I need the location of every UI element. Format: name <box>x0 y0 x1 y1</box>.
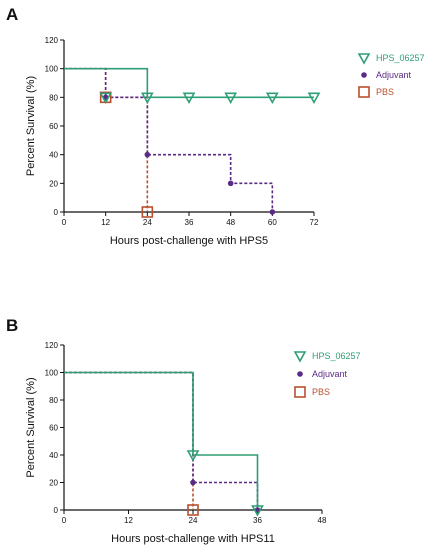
y-tick-label: 60 <box>49 122 58 131</box>
x-axis-title: Hours post-challenge with HPS5 <box>110 235 268 247</box>
y-tick-label: 0 <box>54 208 59 217</box>
legend-marker <box>358 86 370 98</box>
series-line-adjuvant <box>64 371 259 510</box>
y-tick-label: 40 <box>49 451 58 460</box>
panel-label-a: A <box>6 5 19 24</box>
x-tick-label: 60 <box>268 218 277 227</box>
series-line-pbs <box>64 67 149 212</box>
y-tick-label: 120 <box>45 341 59 350</box>
x-tick-label: 0 <box>62 218 67 227</box>
y-axis-title: Percent Survival (%) <box>25 377 37 477</box>
y-axis-title: Percent Survival (%) <box>25 76 37 176</box>
legend-marker <box>361 72 367 78</box>
y-tick-label: 100 <box>45 65 59 74</box>
survival-chart-hps11: 0 20 40 60 80 100 120 0 12 24 36 48 Hours post-chall… <box>25 341 361 545</box>
y-tick-label: 20 <box>49 479 58 488</box>
legend-marker <box>294 386 306 398</box>
data-point-hps-06257 <box>182 92 196 104</box>
data-point-adjuvant <box>144 151 151 158</box>
legend-marker <box>293 351 307 363</box>
legend-label: HPS_06257 <box>312 351 361 361</box>
legend-marker <box>357 53 371 65</box>
data-point-hps-06257 <box>99 92 113 104</box>
y-tick-label: 40 <box>49 151 58 160</box>
legend-label: Adjuvant <box>312 369 348 379</box>
data-point-hps-06257 <box>224 92 238 104</box>
survival-chart-hps5: 0 20 40 60 80 100 120 0 12 24 36 48 60 72 Hours post-c… <box>25 36 424 247</box>
x-tick-label: 48 <box>318 516 327 525</box>
panel-label-b: B <box>6 316 19 335</box>
x-tick-label: 48 <box>226 218 235 227</box>
x-tick-label: 0 <box>62 516 67 525</box>
y-tick-label: 120 <box>45 36 59 45</box>
x-tick-label: 24 <box>189 516 198 525</box>
data-point-adjuvant <box>190 479 196 486</box>
y-tick-label: 80 <box>49 93 58 102</box>
data-point-adjuvant <box>227 180 234 187</box>
data-point-hps-06257 <box>251 505 264 517</box>
y-tick-label: 100 <box>45 369 59 378</box>
legend-label: HPS_06257 <box>376 53 424 63</box>
data-point-hps-06257 <box>140 92 154 104</box>
series-line-pbs <box>64 371 194 510</box>
data-point-pbs <box>187 504 199 516</box>
x-tick-label: 24 <box>143 218 152 227</box>
series-line-hps-06257 <box>64 371 259 510</box>
legend-marker <box>297 371 303 377</box>
legend-label: PBS <box>312 387 330 397</box>
data-point-pbs <box>141 206 154 218</box>
y-tick-label: 20 <box>49 179 58 188</box>
x-tick-label: 12 <box>124 516 133 525</box>
series-line-hps-06257 <box>64 67 314 99</box>
data-point-hps-06257 <box>307 92 321 104</box>
x-tick-label: 36 <box>253 516 262 525</box>
legend-label: PBS <box>376 87 394 97</box>
y-tick-label: 0 <box>54 506 59 515</box>
data-point-hps-06257 <box>186 450 200 462</box>
x-axis-title: Hours post-challenge with HPS11 <box>111 533 275 545</box>
x-tick-label: 12 <box>101 218 110 227</box>
y-tick-label: 80 <box>49 396 58 405</box>
legend-label: Adjuvant <box>376 70 412 80</box>
series-line-adjuvant <box>64 67 274 212</box>
data-point-adjuvant <box>269 209 276 215</box>
x-tick-label: 36 <box>185 218 194 227</box>
data-point-hps-06257 <box>265 92 279 104</box>
y-tick-label: 60 <box>49 424 58 433</box>
x-tick-label: 72 <box>310 218 319 227</box>
